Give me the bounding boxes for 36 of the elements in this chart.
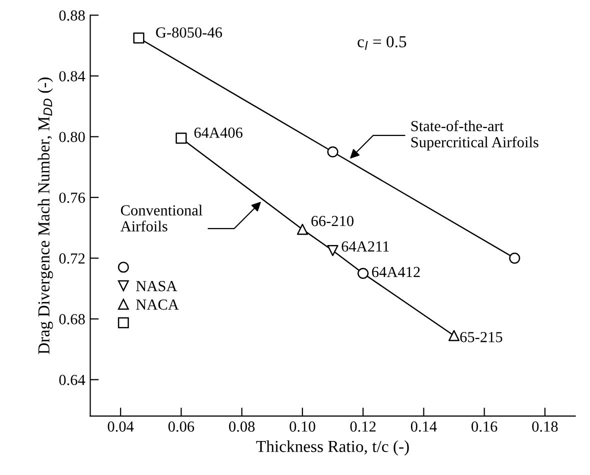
x-axis-title: Thickness Ratio, t/c (-) [256, 440, 409, 456]
annotation: 66-210 [311, 216, 354, 226]
point [296, 224, 308, 235]
point [327, 146, 338, 158]
annotation: 65-215 [460, 332, 502, 342]
y-tick-label: 0.68 [59, 314, 85, 324]
x-tick-label: 0.18 [532, 421, 558, 432]
point [448, 330, 460, 342]
y-tick-label: 0.88 [59, 10, 85, 21]
annotation: 64A211 [342, 241, 389, 252]
point [327, 245, 338, 256]
annotation: 64A412 [372, 266, 420, 278]
point [358, 268, 369, 279]
annotation: G-8050-46 [156, 27, 222, 38]
legend-label: NASA [136, 280, 178, 292]
x-tick-label: 0.14 [410, 421, 437, 432]
y-axis-title: Drag Divergence Mach Number, M$_{DD}$ (-) [38, 78, 53, 354]
annotation: c$_{l}$ = 0.5 [358, 36, 406, 50]
x-tick-label: 0.04 [108, 421, 134, 432]
legend-label: NACA [136, 299, 179, 310]
point [176, 132, 187, 144]
annotation: Conventional Airfoils [120, 204, 202, 232]
y-tick-label: 0.84 [59, 71, 86, 82]
x-tick-label: 0.12 [350, 421, 376, 432]
x-tick-label: 0.08 [229, 421, 255, 432]
annotation: 64A406 [194, 128, 242, 138]
y-tick-label: 0.76 [59, 192, 85, 203]
y-tick-label: 0.64 [59, 374, 86, 386]
x-tick-label: 0.16 [472, 421, 498, 432]
annotation: State-of-the-art Supercritical Airfoils [411, 120, 538, 150]
x-tick-label: 0.10 [290, 421, 316, 432]
y-tick-label: 0.80 [59, 132, 85, 142]
x-tick-label: 0.06 [168, 421, 194, 432]
point [133, 32, 144, 44]
y-tick-label: 0.72 [59, 253, 85, 264]
point [509, 252, 520, 264]
